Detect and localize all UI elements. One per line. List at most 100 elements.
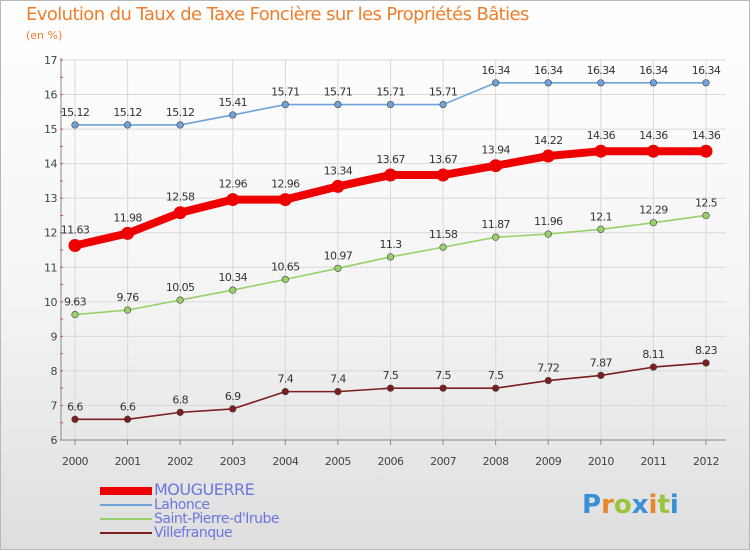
data-point (71, 121, 79, 129)
data-point (281, 275, 289, 283)
data-label: 6.6 (120, 400, 136, 413)
data-label: 13.94 (481, 144, 510, 157)
data-point (649, 79, 658, 87)
legend-label: Villefranque (154, 525, 233, 541)
data-label: 13.34 (324, 164, 353, 177)
chart-subtitle: (en %) (26, 29, 63, 42)
data-point (121, 226, 135, 240)
data-point (334, 388, 342, 396)
data-label: 9.63 (64, 296, 87, 309)
y-tick-label: 16 (44, 89, 57, 102)
data-point (71, 415, 79, 423)
data-label: 14.36 (692, 129, 721, 142)
data-label: 8.11 (642, 348, 664, 361)
legend-swatch (100, 487, 152, 495)
data-label: 7.4 (277, 373, 293, 386)
data-label: 16.34 (692, 64, 721, 77)
data-point (386, 384, 395, 392)
data-point (702, 211, 710, 220)
data-point (386, 253, 395, 261)
data-label: 11.96 (534, 215, 563, 228)
y-tick-label: 9 (51, 330, 58, 343)
data-point (71, 311, 79, 319)
data-label: 15.71 (376, 86, 405, 99)
data-label: 6.6 (67, 400, 83, 413)
data-label: 16.34 (587, 64, 616, 77)
y-tick-label: 6 (51, 434, 58, 447)
data-label: 11.87 (481, 218, 510, 231)
data-label: 16.34 (481, 64, 510, 77)
data-label: 11.63 (61, 224, 90, 237)
data-point (384, 168, 397, 182)
legend-label: MOUGUERRE (154, 480, 255, 499)
data-point (176, 296, 184, 304)
data-label: 15.71 (429, 86, 458, 99)
logo-letter: i (669, 490, 679, 520)
y-tick-label: 11 (44, 261, 57, 274)
y-tick-label: 8 (51, 365, 58, 378)
data-label: 7.5 (383, 369, 399, 382)
logo-letter: i (648, 490, 658, 520)
data-point (173, 206, 187, 220)
data-point (226, 193, 240, 207)
data-point (492, 79, 500, 87)
data-label: 16.34 (534, 64, 563, 77)
data-label: 10.34 (219, 271, 248, 284)
data-label: 14.22 (534, 134, 563, 147)
data-point (597, 225, 605, 233)
data-label: 12.58 (166, 191, 195, 204)
data-point (281, 388, 289, 396)
x-tick-label: 2005 (325, 455, 351, 468)
logo-letter: t (657, 490, 670, 520)
data-point (646, 144, 660, 158)
data-label: 7.4 (330, 373, 346, 386)
data-label: 12.96 (271, 178, 300, 191)
data-label: 12.1 (590, 210, 612, 223)
data-point (176, 408, 184, 416)
data-label: 12.96 (219, 178, 248, 191)
data-point (544, 376, 552, 385)
data-label: 10.97 (324, 249, 353, 262)
data-point (334, 100, 342, 109)
data-label: 15.12 (113, 106, 142, 119)
legend-label: Lahonce (154, 497, 210, 513)
data-point (492, 384, 500, 392)
data-point (439, 100, 447, 109)
logo-letter: r (601, 490, 614, 520)
data-point (597, 79, 605, 87)
y-tick-label: 17 (44, 54, 57, 67)
x-tick-label: 2006 (378, 455, 404, 468)
x-tick-label: 2009 (535, 455, 561, 468)
data-label: 9.76 (117, 291, 140, 304)
data-point (594, 144, 608, 158)
data-point (176, 121, 184, 129)
data-point (278, 193, 292, 207)
data-label: 16.34 (639, 64, 668, 77)
x-tick-label: 2004 (272, 455, 298, 468)
data-label: 12.5 (695, 196, 718, 209)
data-label: 6.9 (225, 390, 241, 403)
data-label: 15.71 (324, 86, 353, 99)
data-point (229, 286, 237, 294)
y-tick-label: 7 (51, 399, 58, 412)
data-point (489, 159, 503, 173)
data-label: 7.87 (590, 356, 613, 369)
data-label: 6.8 (172, 393, 188, 406)
x-tick-label: 2011 (640, 455, 666, 468)
x-tick-label: 2012 (693, 455, 719, 468)
data-point (123, 306, 132, 314)
data-point (541, 149, 555, 163)
data-point (334, 264, 342, 272)
data-point (544, 79, 552, 87)
data-point (492, 233, 500, 241)
legend-swatch (100, 504, 152, 506)
data-label: 7.72 (537, 362, 559, 375)
x-tick-label: 2003 (220, 455, 246, 468)
x-tick-label: 2000 (62, 455, 88, 468)
data-point (439, 384, 447, 392)
logo-letter: x (631, 490, 649, 520)
y-tick-label: 13 (44, 192, 57, 205)
proxiti-logo: Proxiti (582, 490, 679, 520)
data-label: 15.12 (61, 106, 90, 119)
